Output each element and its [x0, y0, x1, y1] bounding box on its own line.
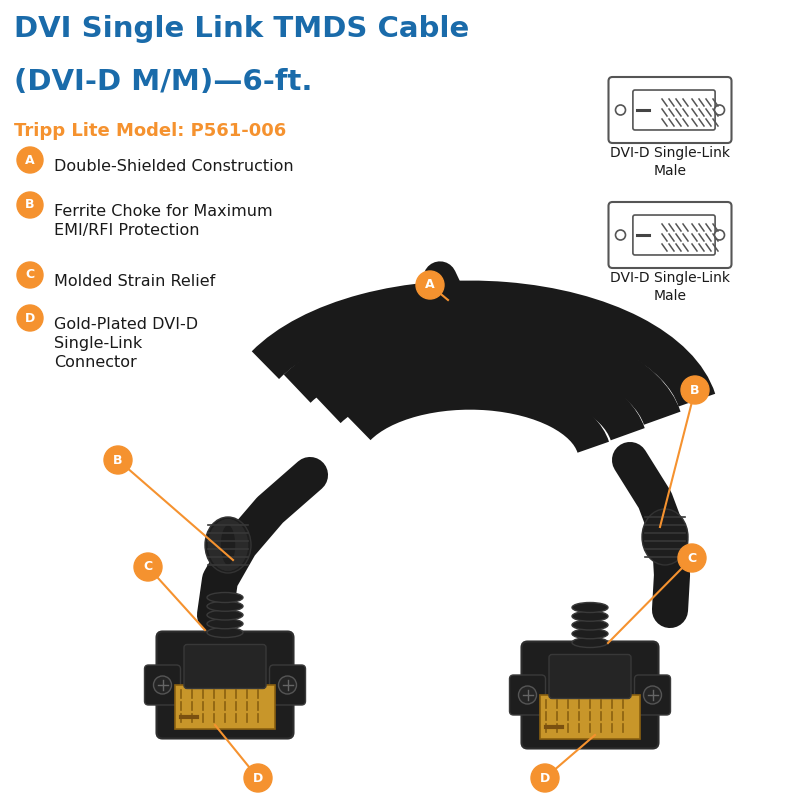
Ellipse shape: [207, 618, 243, 629]
Text: D: D: [253, 771, 263, 785]
Ellipse shape: [207, 627, 243, 638]
Circle shape: [416, 271, 444, 299]
Circle shape: [615, 105, 626, 115]
FancyBboxPatch shape: [633, 90, 715, 130]
Circle shape: [643, 686, 662, 704]
Ellipse shape: [205, 517, 251, 573]
Circle shape: [678, 544, 706, 572]
Text: C: C: [143, 561, 153, 574]
FancyBboxPatch shape: [157, 631, 294, 738]
Circle shape: [17, 147, 43, 173]
Ellipse shape: [572, 638, 608, 647]
Circle shape: [518, 686, 537, 704]
Circle shape: [17, 262, 43, 288]
FancyBboxPatch shape: [540, 694, 640, 738]
Text: D: D: [540, 771, 550, 785]
FancyBboxPatch shape: [184, 645, 266, 689]
FancyBboxPatch shape: [633, 215, 715, 255]
Text: B: B: [690, 383, 700, 397]
Text: Ferrite Choke for Maximum
EMI/RFI Protection: Ferrite Choke for Maximum EMI/RFI Protec…: [54, 204, 273, 238]
FancyBboxPatch shape: [609, 77, 731, 143]
Ellipse shape: [572, 602, 608, 613]
Text: A: A: [25, 154, 35, 166]
FancyBboxPatch shape: [145, 665, 181, 705]
Circle shape: [154, 676, 171, 694]
Text: DVI-D Single-Link
Male: DVI-D Single-Link Male: [610, 146, 730, 178]
Circle shape: [531, 764, 559, 792]
FancyBboxPatch shape: [510, 675, 546, 715]
Circle shape: [17, 305, 43, 331]
Text: D: D: [25, 311, 35, 325]
Text: Gold-Plated DVI-D
Single-Link
Connector: Gold-Plated DVI-D Single-Link Connector: [54, 317, 198, 370]
Circle shape: [714, 230, 725, 240]
Text: Double-Shielded Construction: Double-Shielded Construction: [54, 159, 294, 174]
Text: B: B: [26, 198, 34, 211]
Circle shape: [278, 676, 297, 694]
FancyBboxPatch shape: [270, 665, 306, 705]
Ellipse shape: [207, 593, 243, 602]
Ellipse shape: [572, 611, 608, 622]
FancyBboxPatch shape: [175, 685, 275, 729]
Circle shape: [17, 192, 43, 218]
Text: DVI Single Link TMDS Cable: DVI Single Link TMDS Cable: [14, 15, 470, 43]
Ellipse shape: [572, 620, 608, 630]
Text: B: B: [114, 454, 122, 466]
Ellipse shape: [207, 610, 243, 620]
Text: DVI-D Single-Link
Male: DVI-D Single-Link Male: [610, 271, 730, 303]
Text: Tripp Lite Model: P561-006: Tripp Lite Model: P561-006: [14, 122, 286, 140]
Circle shape: [615, 230, 626, 240]
Circle shape: [134, 553, 162, 581]
Text: A: A: [425, 278, 435, 291]
Text: (DVI-D M/M)—6-ft.: (DVI-D M/M)—6-ft.: [14, 68, 313, 96]
Ellipse shape: [572, 629, 608, 638]
Ellipse shape: [642, 509, 688, 565]
FancyBboxPatch shape: [549, 654, 631, 698]
Ellipse shape: [207, 602, 243, 611]
Circle shape: [681, 376, 709, 404]
Text: C: C: [26, 269, 34, 282]
Circle shape: [104, 446, 132, 474]
Circle shape: [714, 105, 725, 115]
Text: C: C: [687, 551, 697, 565]
FancyBboxPatch shape: [609, 202, 731, 268]
Circle shape: [244, 764, 272, 792]
FancyBboxPatch shape: [522, 642, 658, 749]
Text: Molded Strain Relief: Molded Strain Relief: [54, 274, 215, 289]
FancyBboxPatch shape: [634, 675, 670, 715]
